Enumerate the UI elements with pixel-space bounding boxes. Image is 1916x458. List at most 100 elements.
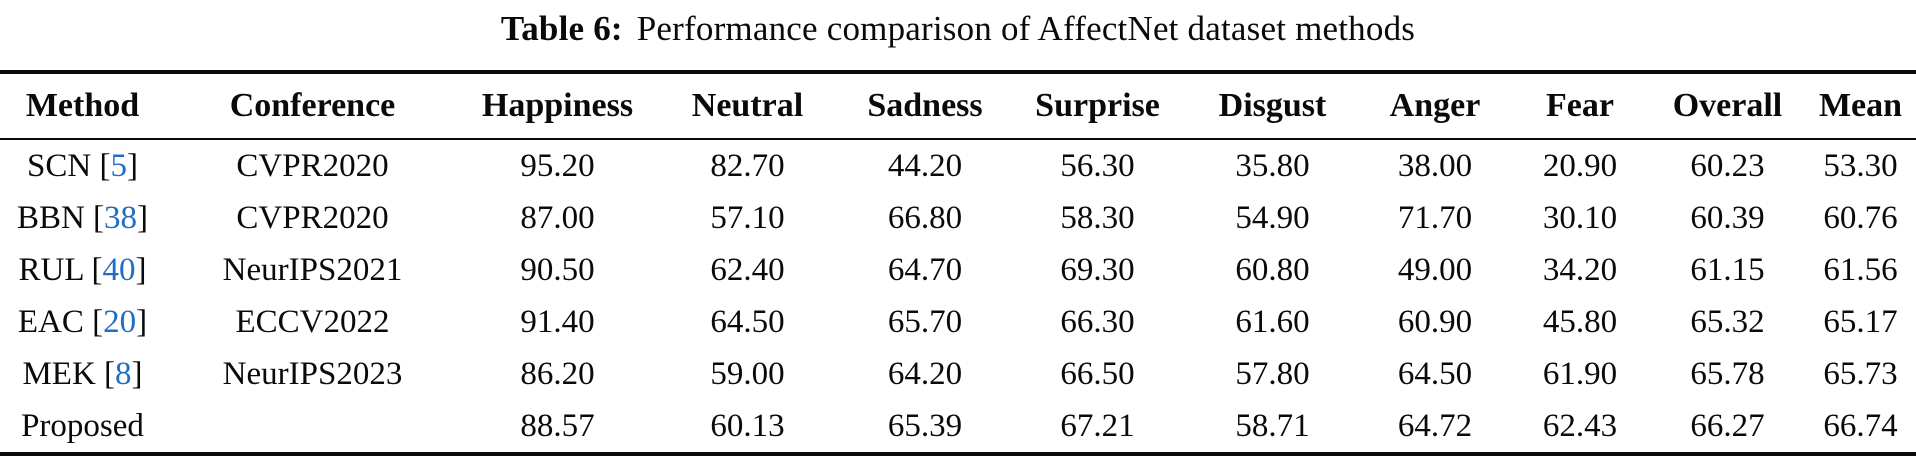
- table-row: SCN [5] CVPR2020 95.20 82.70 44.20 56.30 35.80…: [0, 139, 1916, 192]
- value-cell-disgust: 35.80: [1235, 147, 1310, 184]
- column-header-anger: Anger: [1360, 72, 1510, 140]
- column-header-conference: Conference: [165, 72, 460, 140]
- table-row: Proposed 88.57 60.13 65.39 67.21 58.71 64.72 62…: [0, 400, 1916, 454]
- value-cell-neutral: 82.70: [710, 147, 785, 184]
- method-name: RUL: [18, 251, 84, 288]
- table-row: RUL [40] NeurIPS2021 90.50 62.40 64.70 69.30 6…: [0, 244, 1916, 296]
- value-cell-sadness: 65.70: [887, 303, 963, 340]
- column-header-surprise: Surprise: [1010, 72, 1185, 140]
- conference-cell: ECCV2022: [235, 303, 390, 340]
- method-name: BBN: [16, 199, 85, 236]
- value-cell-happiness: 86.20: [520, 355, 595, 392]
- value-cell-surprise: 56.30: [1060, 147, 1135, 184]
- value-cell-sadness: 64.20: [887, 355, 963, 392]
- value-cell-overall: 60.23: [1690, 147, 1765, 184]
- value-cell-sadness: 65.39: [887, 407, 963, 444]
- conference-cell: NeurIPS2021: [222, 251, 403, 288]
- column-header-mean: Mean: [1805, 72, 1916, 140]
- value-cell-mean: 53.30: [1823, 147, 1898, 184]
- value-cell-happiness: 87.00: [520, 199, 595, 236]
- value-cell-fear: 20.90: [1542, 147, 1618, 184]
- citation-link[interactable]: 5: [110, 147, 127, 184]
- value-cell-happiness: 91.40: [520, 303, 595, 340]
- value-cell-disgust: 61.60: [1235, 303, 1310, 340]
- value-cell-mean: 65.73: [1823, 355, 1898, 392]
- value-cell-neutral: 60.13: [710, 407, 785, 444]
- column-header-overall: Overall: [1650, 72, 1805, 140]
- value-cell-overall: 61.15: [1690, 251, 1765, 288]
- value-cell-sadness: 64.70: [887, 251, 963, 288]
- value-cell-sadness: 44.20: [887, 147, 963, 184]
- method-cell: BBN [38]: [16, 199, 149, 236]
- conference-cell: CVPR2020: [236, 199, 389, 236]
- method-cell: EAC [20]: [17, 303, 148, 340]
- column-header-sadness: Sadness: [840, 72, 1010, 140]
- citation-link[interactable]: 38: [104, 199, 138, 236]
- citation-link[interactable]: 20: [103, 303, 137, 340]
- value-cell-fear: 45.80: [1542, 303, 1618, 340]
- method-cell: SCN [5]: [27, 147, 138, 184]
- value-cell-anger: 49.00: [1397, 251, 1473, 288]
- value-cell-anger: 64.50: [1397, 355, 1473, 392]
- value-cell-overall: 65.32: [1690, 303, 1765, 340]
- value-cell-overall: 65.78: [1690, 355, 1765, 392]
- value-cell-overall: 66.27: [1690, 407, 1765, 444]
- value-cell-mean: 66.74: [1823, 407, 1898, 444]
- value-cell-anger: 38.00: [1397, 147, 1473, 184]
- table-header-row: Method Conference Happiness Neutral Sadness S…: [0, 72, 1916, 140]
- table-row: BBN [38] CVPR2020 87.00 57.10 66.80 58.30 54.9…: [0, 192, 1916, 244]
- value-cell-overall: 60.39: [1690, 199, 1765, 236]
- value-cell-happiness: 90.50: [520, 251, 595, 288]
- conference-cell: CVPR2020: [236, 147, 389, 184]
- table-caption-label: Table 6:: [500, 9, 623, 48]
- value-cell-anger: 71.70: [1397, 199, 1473, 236]
- conference-cell: [165, 400, 460, 454]
- value-cell-surprise: 58.30: [1060, 199, 1135, 236]
- value-cell-surprise: 66.50: [1060, 355, 1135, 392]
- value-cell-fear: 62.43: [1542, 407, 1618, 444]
- value-cell-happiness: 95.20: [520, 147, 595, 184]
- method-name: MEK: [22, 355, 96, 392]
- value-cell-mean: 65.17: [1823, 303, 1898, 340]
- method-cell: MEK [8]: [22, 355, 143, 392]
- table-caption: Table 6: Performance comparison of Affect…: [0, 0, 1916, 70]
- value-cell-neutral: 62.40: [710, 251, 785, 288]
- value-cell-fear: 61.90: [1542, 355, 1618, 392]
- method-name: EAC: [17, 303, 84, 340]
- table-caption-text: Performance comparison of AffectNet data…: [636, 9, 1416, 48]
- value-cell-fear: 30.10: [1542, 199, 1618, 236]
- column-header-method: Method: [0, 72, 165, 140]
- column-header-happiness: Happiness: [460, 72, 655, 140]
- citation-link[interactable]: 8: [115, 355, 132, 392]
- conference-cell: NeurIPS2023: [222, 355, 403, 392]
- value-cell-surprise: 67.21: [1060, 407, 1135, 444]
- value-cell-mean: 60.76: [1823, 199, 1898, 236]
- method-name: Proposed: [21, 407, 144, 444]
- value-cell-disgust: 60.80: [1235, 251, 1310, 288]
- column-header-disgust: Disgust: [1185, 72, 1360, 140]
- value-cell-disgust: 57.80: [1235, 355, 1310, 392]
- method-cell: RUL [40]: [18, 251, 147, 288]
- value-cell-mean: 61.56: [1823, 251, 1898, 288]
- value-cell-fear: 34.20: [1542, 251, 1618, 288]
- table-row: MEK [8] NeurIPS2023 86.20 59.00 64.20 66.50 57…: [0, 348, 1916, 400]
- value-cell-sadness: 66.80: [887, 199, 963, 236]
- method-name: SCN: [27, 147, 92, 184]
- value-cell-anger: 64.72: [1397, 407, 1473, 444]
- value-cell-disgust: 58.71: [1235, 407, 1310, 444]
- citation-link[interactable]: 40: [102, 251, 136, 288]
- column-header-neutral: Neutral: [655, 72, 840, 140]
- value-cell-neutral: 59.00: [710, 355, 785, 392]
- value-cell-surprise: 69.30: [1060, 251, 1135, 288]
- column-header-fear: Fear: [1510, 72, 1650, 140]
- value-cell-neutral: 64.50: [710, 303, 785, 340]
- value-cell-surprise: 66.30: [1060, 303, 1135, 340]
- value-cell-anger: 60.90: [1397, 303, 1473, 340]
- value-cell-happiness: 88.57: [520, 407, 595, 444]
- table-row: EAC [20] ECCV2022 91.40 64.50 65.70 66.30 61.6…: [0, 296, 1916, 348]
- method-cell: Proposed: [0, 400, 165, 454]
- value-cell-disgust: 54.90: [1235, 199, 1310, 236]
- value-cell-neutral: 57.10: [710, 199, 785, 236]
- performance-table: Method Conference Happiness Neutral Sadness S…: [0, 70, 1916, 456]
